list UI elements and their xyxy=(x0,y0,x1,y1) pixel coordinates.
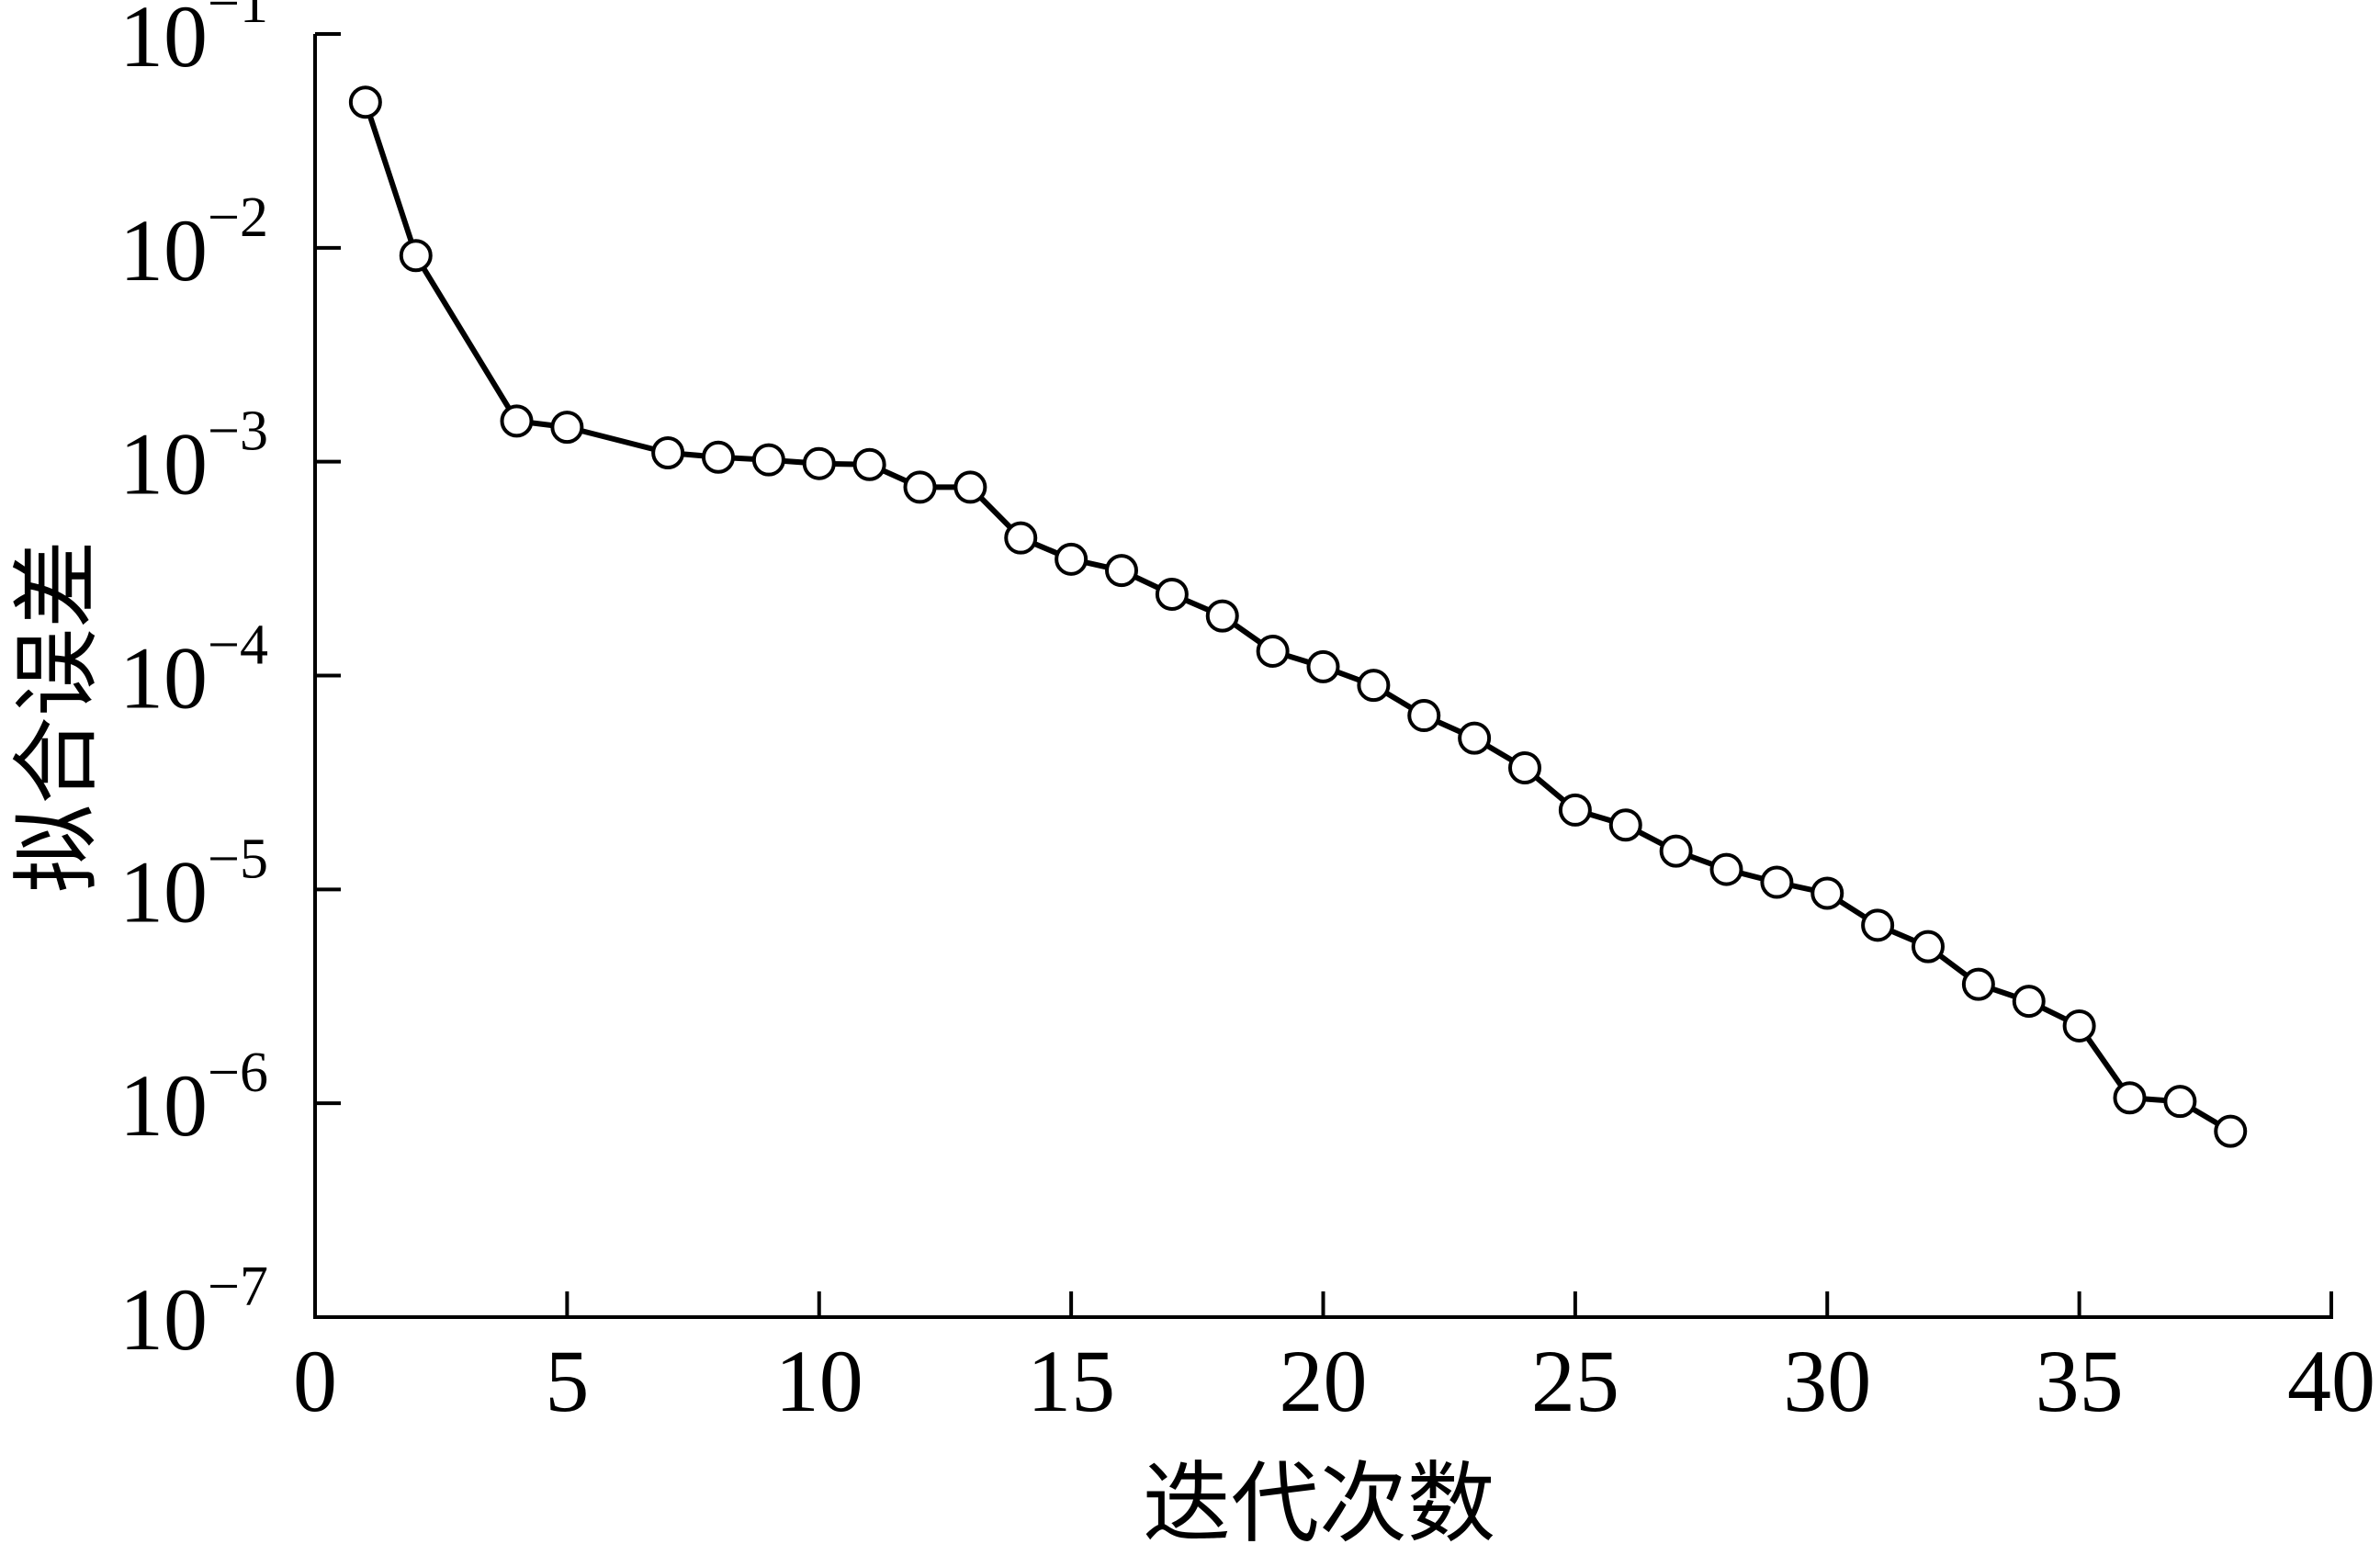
y-tick-label-4: 10−5 xyxy=(119,828,268,941)
data-point xyxy=(2214,1114,2248,1148)
data-point xyxy=(1608,808,1642,842)
data-point xyxy=(1306,649,1340,683)
data-point xyxy=(1155,577,1189,611)
data-point xyxy=(1105,554,1138,588)
y-tick-label-exponent: −7 xyxy=(208,1256,268,1318)
data-point xyxy=(1004,521,1038,555)
x-tick-label-20: 20 xyxy=(1280,1332,1368,1430)
y-tick-label-exponent: −2 xyxy=(208,186,268,249)
y-tick-label-base: 10 xyxy=(119,1056,208,1155)
data-point xyxy=(1659,834,1693,868)
data-point xyxy=(903,470,937,504)
series-line-0 xyxy=(363,101,2232,1134)
data-point xyxy=(1558,793,1592,827)
x-tick-label-40: 40 xyxy=(2287,1332,2375,1430)
y-tick-label-base: 10 xyxy=(119,1270,208,1369)
data-point xyxy=(1861,908,1895,942)
tick-marks xyxy=(313,32,2333,1319)
tick-labels: 0 5 10 15 20 25 30 35 4010−110−210−310−410−510−6… xyxy=(119,0,2375,1430)
data-point xyxy=(1205,599,1239,633)
y-tick-label-exponent: −5 xyxy=(208,828,268,890)
data-point xyxy=(1961,967,1995,1001)
data-point xyxy=(702,440,735,474)
data-point xyxy=(802,446,836,480)
y-tick-label-base: 10 xyxy=(119,629,208,727)
y-tick-label-exponent: −3 xyxy=(208,400,268,463)
x-tick-label-5: 5 xyxy=(545,1332,589,1430)
y-tick-label-1: 10−2 xyxy=(119,186,268,299)
data-point xyxy=(1709,852,1743,886)
data-point xyxy=(953,470,987,504)
data-point xyxy=(1357,669,1391,703)
x-tick-label-25: 25 xyxy=(1531,1332,1619,1430)
data-point xyxy=(2113,1081,2147,1115)
data-point xyxy=(1912,930,1945,964)
y-tick-label-6: 10−7 xyxy=(119,1256,268,1369)
y-tick-label-exponent: −4 xyxy=(208,614,268,677)
y-tick-label-5: 10−6 xyxy=(119,1042,268,1155)
y-tick-label-exponent: −1 xyxy=(208,0,268,35)
data-point xyxy=(1407,699,1441,733)
data-point xyxy=(500,404,534,438)
data-point xyxy=(1055,542,1088,576)
y-axis-label: 拟合误差 xyxy=(6,540,108,893)
data-point xyxy=(1760,865,1794,899)
data-point xyxy=(348,85,382,119)
x-axis-label: 迭代次数 xyxy=(1143,1452,1495,1544)
data-point xyxy=(651,436,685,470)
data-point xyxy=(852,447,886,481)
y-tick-label-base: 10 xyxy=(119,0,208,85)
data-point xyxy=(2163,1085,2197,1119)
data-point xyxy=(2012,985,2046,1019)
y-tick-label-base: 10 xyxy=(119,415,208,513)
y-tick-label-0: 10−1 xyxy=(119,0,268,85)
y-tick-label-exponent: −6 xyxy=(208,1042,268,1104)
data-point xyxy=(399,239,433,273)
y-tick-label-base: 10 xyxy=(119,842,208,941)
x-tick-label-15: 15 xyxy=(1027,1332,1115,1430)
y-tick-label-3: 10−4 xyxy=(119,614,268,727)
y-tick-label-2: 10−3 xyxy=(119,400,268,513)
data-point xyxy=(2062,1009,2096,1042)
x-tick-label-35: 35 xyxy=(2036,1332,2124,1430)
data-point xyxy=(1256,634,1290,668)
data-point xyxy=(1508,751,1541,785)
data-point xyxy=(1458,721,1492,755)
y-tick-label-base: 10 xyxy=(119,201,208,299)
data-point xyxy=(550,411,584,445)
x-tick-label-30: 30 xyxy=(1783,1332,1871,1430)
x-tick-label-0: 0 xyxy=(293,1332,337,1430)
data-point xyxy=(751,443,785,477)
x-tick-label-10: 10 xyxy=(775,1332,863,1430)
data-point xyxy=(1810,876,1844,910)
series-layer xyxy=(348,85,2248,1148)
